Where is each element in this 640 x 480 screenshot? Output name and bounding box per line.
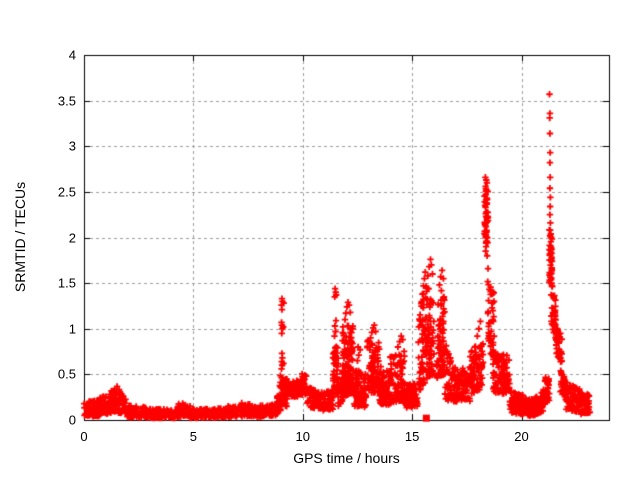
y-tick-label: 2.5 (57, 184, 76, 200)
y-tick-label: 1 (68, 321, 76, 337)
y-tick-label: 0.5 (57, 366, 76, 382)
y-tick-label: 0 (68, 412, 76, 428)
y-tick-label: 1.5 (57, 275, 76, 291)
y-tick-label: 3.5 (57, 93, 76, 109)
x-tick-label: 15 (404, 429, 420, 444)
y-tick-label: 2 (68, 230, 76, 245)
x-tick-label: 20 (514, 429, 529, 444)
x-axis-label: GPS time / hours (293, 450, 400, 466)
y-axis-label-text: SRMTID / TECUs (12, 181, 28, 293)
x-tick-label: 5 (189, 429, 197, 444)
x-tick-label: 0 (80, 429, 88, 444)
x-tick-label: 10 (295, 429, 310, 444)
y-tick-label: 3 (68, 138, 76, 154)
y-tick-label: 4 (68, 47, 76, 63)
